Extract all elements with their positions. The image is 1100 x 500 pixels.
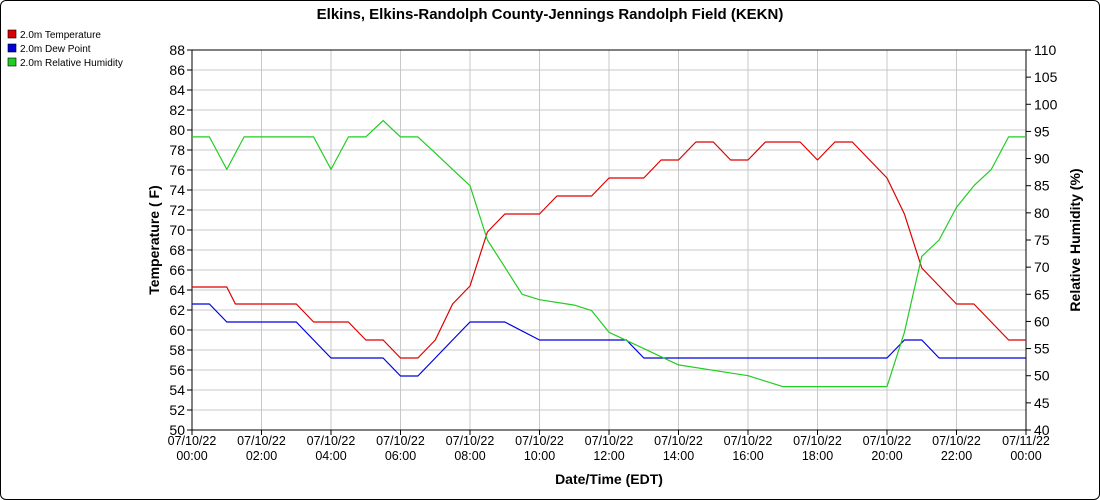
y-tick-label: 82: [169, 102, 185, 118]
y-tick-label: 78: [169, 142, 185, 158]
grid: [191, 49, 1027, 431]
x-tick-date: 07/10/22: [515, 434, 564, 448]
x-tick-time: 20:00: [871, 449, 902, 463]
y-tick-label: 68: [169, 242, 185, 258]
y2-tick-label: 100: [1034, 96, 1058, 112]
y2-tick-label: 110: [1034, 42, 1057, 58]
x-tick-time: 04:00: [315, 449, 346, 463]
y2-tick-label: 95: [1034, 123, 1050, 139]
x-axis-label: Date/Time (EDT): [555, 471, 663, 487]
y-tick-label: 80: [169, 122, 185, 138]
y-tick-label: 58: [169, 342, 185, 358]
x-tick-date: 07/10/22: [376, 434, 425, 448]
y2-tick-label: 60: [1034, 313, 1050, 329]
y-tick-label: 50: [169, 422, 185, 438]
x-tick-time: 00:00: [1010, 449, 1041, 463]
x-tick-date: 07/10/22: [932, 434, 981, 448]
legend-label: 2.0m Temperature: [20, 30, 101, 41]
x-tick-time: 06:00: [385, 449, 416, 463]
x-tick-time: 02:00: [246, 449, 277, 463]
x-tick-time: 12:00: [593, 449, 624, 463]
x-tick-time: 08:00: [454, 449, 485, 463]
x-tick-date: 07/10/22: [168, 434, 217, 448]
y-tick-label: 64: [169, 282, 185, 298]
x-tick-time: 00:00: [176, 449, 207, 463]
y-axis-left: 50 52 54 56 58 60 62 64 66 68 70 72 74 76 78 80 82 84 86 88: [169, 42, 192, 438]
x-tick-date: 07/10/22: [863, 434, 912, 448]
legend-swatch: [7, 43, 17, 53]
y-axis-right: 40 45 50 55 60 65 70 75 80 85 90 95 100 105 110: [1026, 42, 1058, 438]
y-tick-label: 60: [169, 322, 185, 338]
x-tick-time: 16:00: [732, 449, 763, 463]
series-line-3: [192, 119, 1026, 388]
y2-tick-label: 50: [1034, 368, 1050, 384]
x-tick-date: 07/11/22: [1002, 434, 1050, 448]
y2-tick-label: 70: [1034, 259, 1050, 275]
y2-tick-label: 40: [1034, 422, 1050, 438]
y2-tick-label: 85: [1034, 178, 1050, 194]
series-line-2: [192, 303, 1026, 377]
x-tick-time: 18:00: [802, 449, 833, 463]
x-tick-date: 07/10/22: [654, 434, 703, 448]
y-tick-label: 62: [169, 302, 185, 318]
y-tick-label: 86: [169, 62, 185, 78]
series-line-1: [192, 141, 1026, 359]
x-tick-time: 22:00: [941, 449, 972, 463]
x-tick-date: 07/10/22: [237, 434, 286, 448]
legend-swatch: [7, 57, 17, 67]
y-axis-label-left: Temperature ( F): [146, 185, 162, 294]
y2-tick-label: 75: [1034, 232, 1050, 248]
x-axis: 07/10/2200:0007/10/2202:0007/10/2204:000…: [168, 430, 1050, 463]
y-tick-label: 56: [169, 362, 185, 378]
legend-swatch: [7, 29, 17, 39]
y2-tick-label: 45: [1034, 395, 1050, 411]
y2-tick-label: 90: [1034, 151, 1050, 167]
y-tick-label: 74: [169, 182, 185, 198]
x-tick-date: 07/10/22: [446, 434, 495, 448]
legend-label: 2.0m Relative Humidity: [20, 58, 123, 69]
y-tick-label: 88: [169, 42, 185, 58]
y-tick-label: 72: [169, 202, 185, 218]
y-tick-label: 84: [169, 82, 185, 98]
y2-tick-label: 65: [1034, 286, 1050, 302]
y2-tick-label: 55: [1034, 341, 1050, 357]
x-tick-time: 10:00: [524, 449, 555, 463]
x-tick-time: 14:00: [663, 449, 694, 463]
x-tick-date: 07/10/22: [585, 434, 634, 448]
y-tick-label: 54: [169, 382, 185, 398]
x-tick-date: 07/10/22: [793, 434, 842, 448]
x-tick-date: 07/10/22: [724, 434, 773, 448]
legend-label: 2.0m Dew Point: [20, 44, 91, 55]
y-tick-label: 70: [169, 222, 185, 238]
chart-title: Elkins, Elkins-Randolph County-Jennings …: [317, 6, 784, 23]
y-tick-label: 52: [169, 402, 185, 418]
y2-tick-label: 105: [1034, 69, 1058, 85]
y-axis-label-right: Relative Humidity (%): [1067, 168, 1083, 311]
legend: 2.0m Temperature 2.0m Dew Point 2.0m Relat…: [7, 29, 123, 69]
series-lines: [192, 119, 1026, 388]
x-tick-date: 07/10/22: [307, 434, 356, 448]
y2-tick-label: 80: [1034, 205, 1050, 221]
y-tick-label: 66: [169, 262, 185, 278]
y-tick-label: 76: [169, 162, 185, 178]
